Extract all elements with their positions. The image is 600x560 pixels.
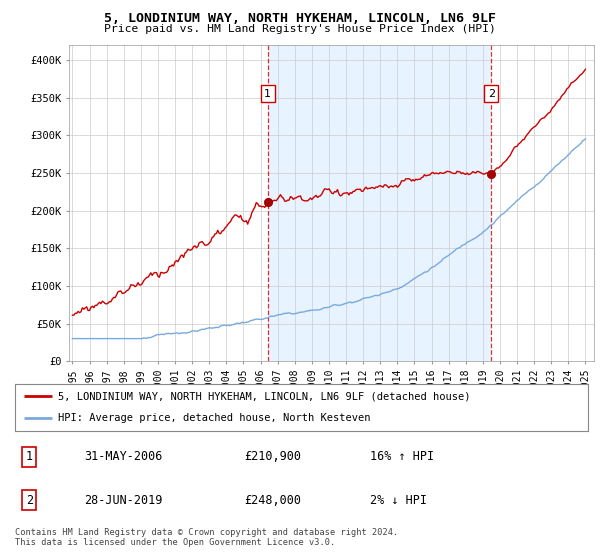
Text: 2% ↓ HPI: 2% ↓ HPI — [370, 494, 427, 507]
Text: Contains HM Land Registry data © Crown copyright and database right 2024.
This d: Contains HM Land Registry data © Crown c… — [15, 528, 398, 547]
Text: £210,900: £210,900 — [244, 450, 301, 463]
Text: HPI: Average price, detached house, North Kesteven: HPI: Average price, detached house, Nort… — [58, 413, 370, 423]
Text: 28-JUN-2019: 28-JUN-2019 — [84, 494, 162, 507]
Text: 16% ↑ HPI: 16% ↑ HPI — [370, 450, 434, 463]
Text: 2: 2 — [488, 89, 495, 99]
Text: 31-MAY-2006: 31-MAY-2006 — [84, 450, 162, 463]
Text: 1: 1 — [264, 89, 271, 99]
Text: 5, LONDINIUM WAY, NORTH HYKEHAM, LINCOLN, LN6 9LF (detached house): 5, LONDINIUM WAY, NORTH HYKEHAM, LINCOLN… — [58, 391, 470, 402]
Bar — [268, 45, 491, 361]
Text: 2: 2 — [26, 494, 33, 507]
Text: 5, LONDINIUM WAY, NORTH HYKEHAM, LINCOLN, LN6 9LF: 5, LONDINIUM WAY, NORTH HYKEHAM, LINCOLN… — [104, 12, 496, 25]
Text: £248,000: £248,000 — [244, 494, 301, 507]
Text: Price paid vs. HM Land Registry's House Price Index (HPI): Price paid vs. HM Land Registry's House … — [104, 24, 496, 34]
Text: 1: 1 — [26, 450, 33, 463]
